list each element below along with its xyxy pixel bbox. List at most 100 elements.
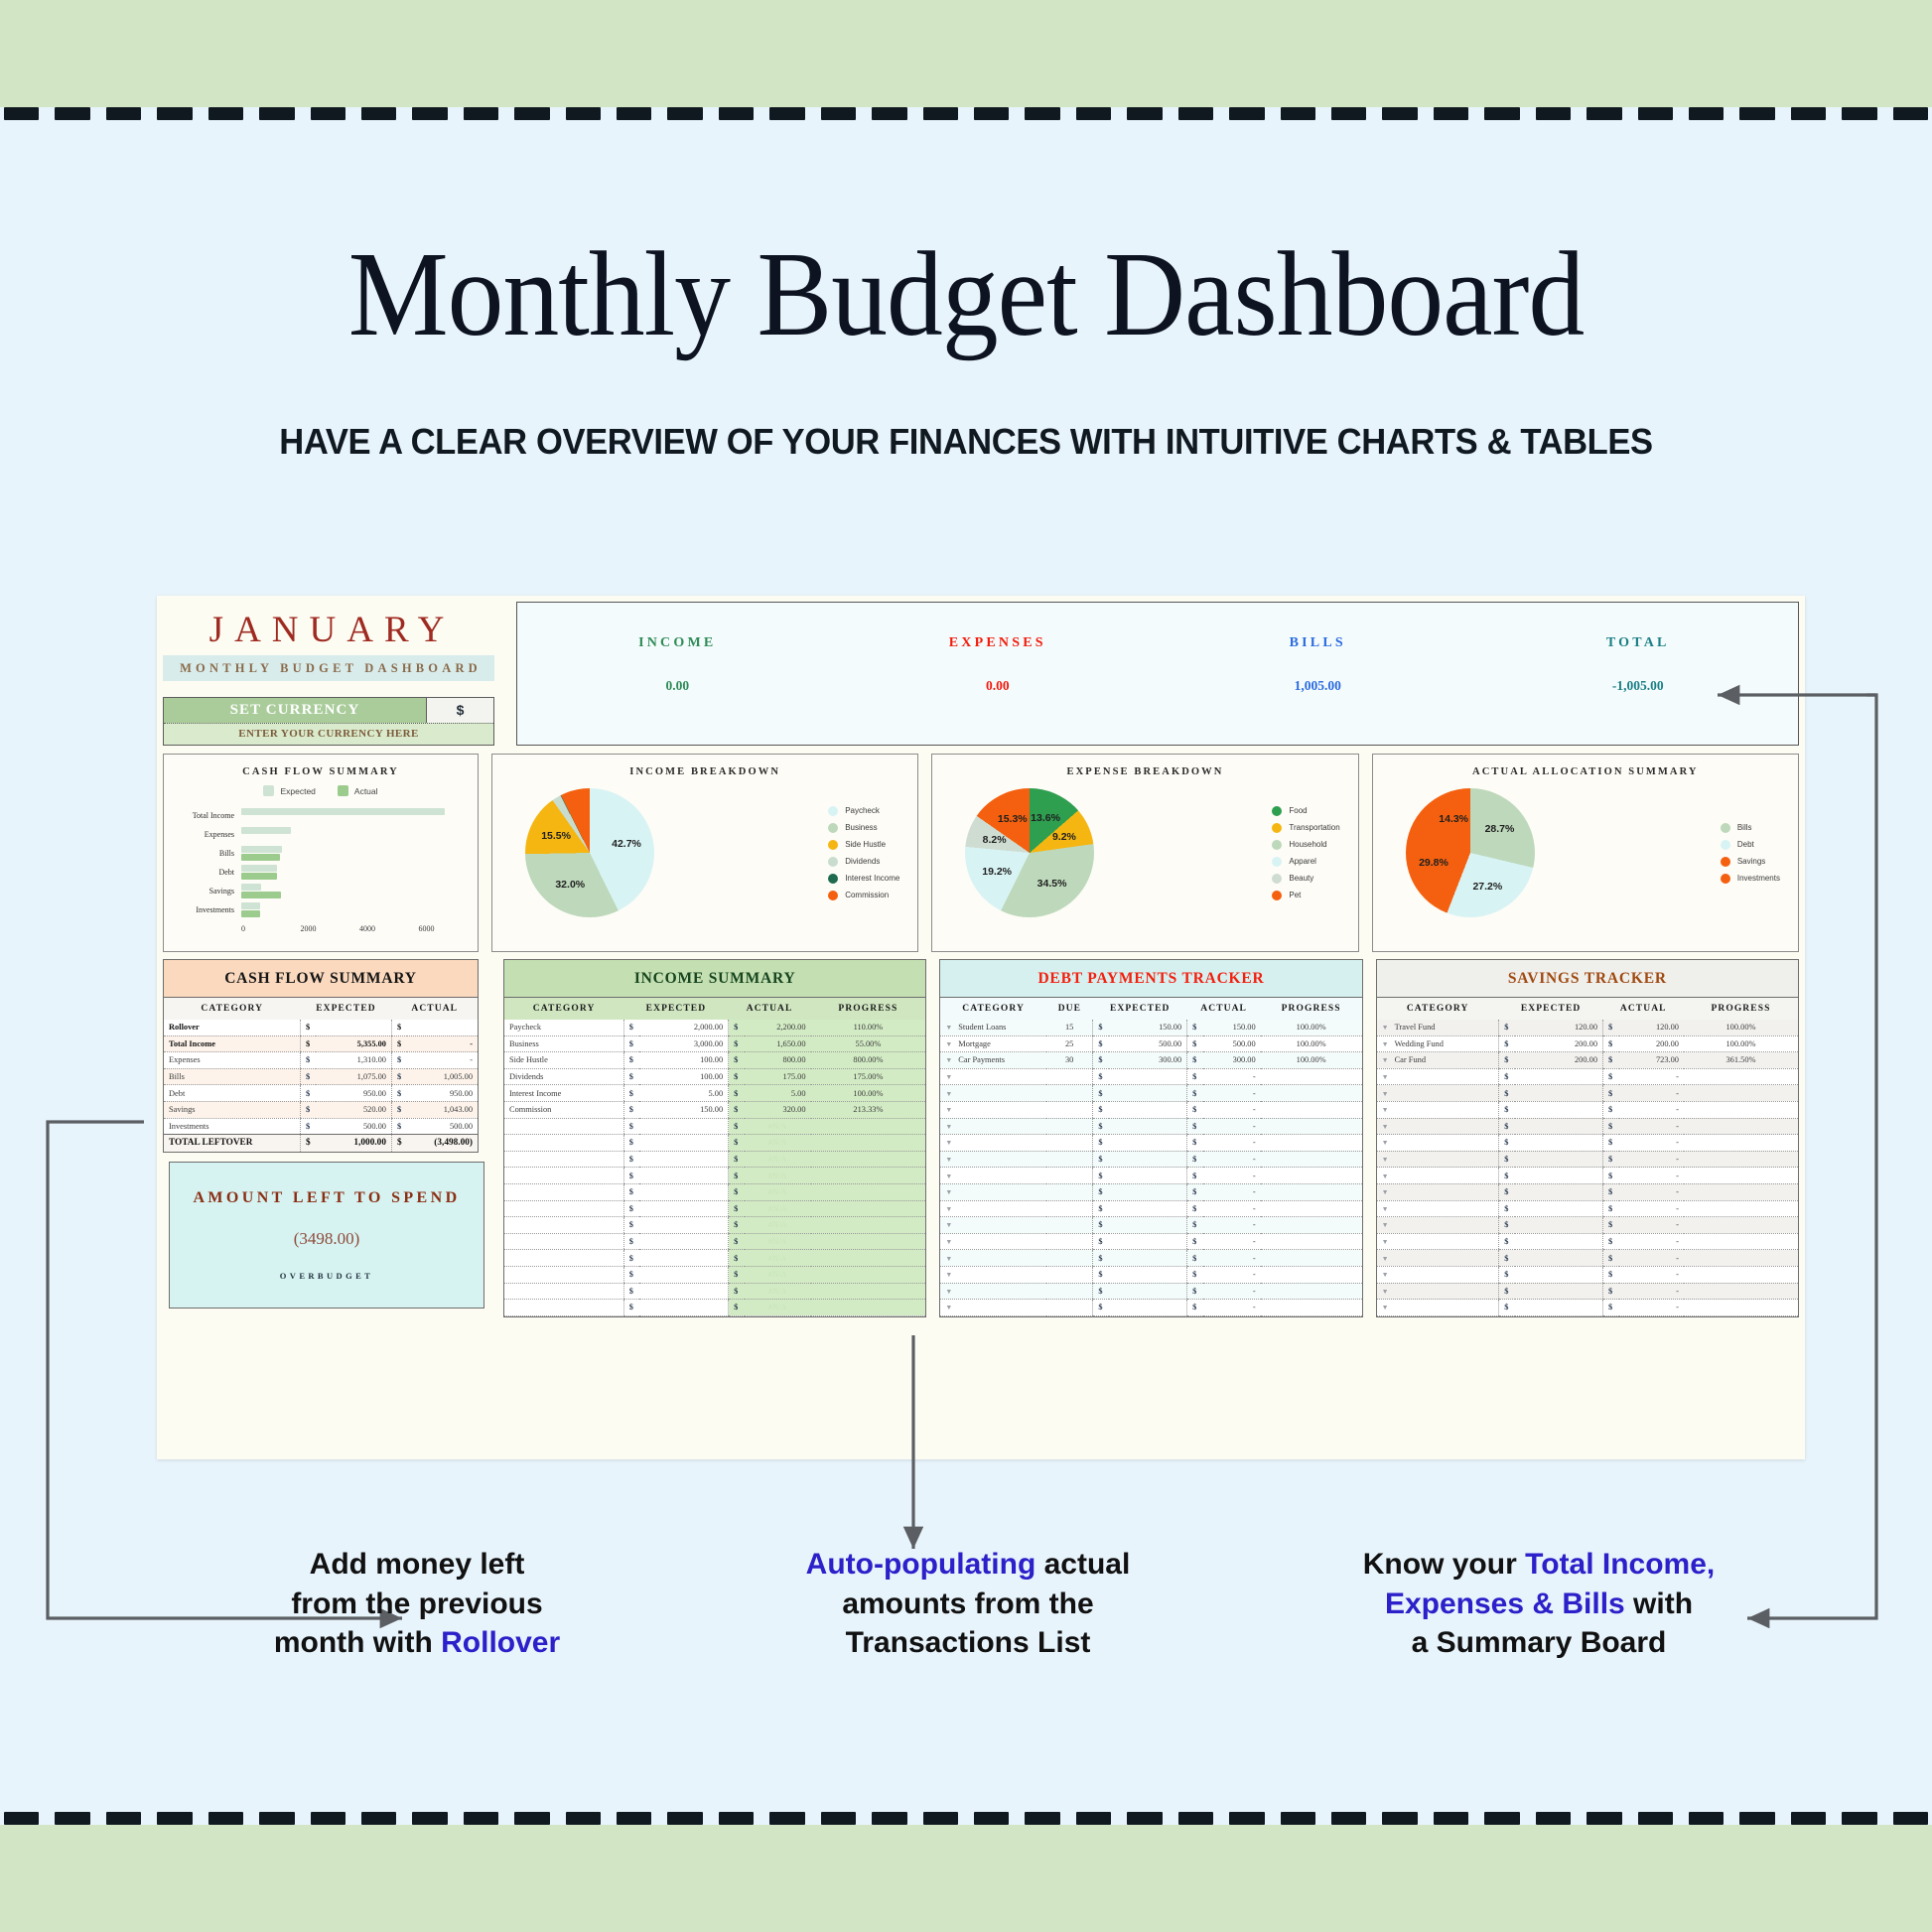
- table-cell: [1683, 1249, 1798, 1267]
- table-cell: $: [728, 1233, 745, 1251]
- income-breakdown-pie: 42.7% 32.0% 15.5%: [516, 779, 663, 926]
- table-row-empty: ▼ $ $ -: [1376, 1283, 1798, 1301]
- cash-flow-table-header: CATEGORY EXPECTED ACTUAL: [164, 998, 478, 1020]
- chevron-down-icon[interactable]: ▼: [1381, 1287, 1389, 1296]
- chevron-down-icon[interactable]: ▼: [1381, 1204, 1389, 1213]
- chevron-down-icon[interactable]: ▼: [945, 1056, 953, 1065]
- table-cell: #N/A: [744, 1118, 811, 1136]
- chevron-down-icon[interactable]: ▼: [945, 1188, 953, 1197]
- table-cell: 100.00: [639, 1068, 729, 1086]
- table-cell: [1108, 1084, 1187, 1102]
- chevron-down-icon[interactable]: ▼: [1381, 1089, 1389, 1098]
- column-header: EXPECTED: [316, 1004, 376, 1014]
- chevron-down-icon[interactable]: ▼: [1381, 1254, 1389, 1263]
- chevron-down-icon[interactable]: ▼: [1381, 1039, 1389, 1048]
- table-cell: #N/A: [744, 1167, 811, 1184]
- chevron-down-icon[interactable]: ▼: [1381, 1271, 1389, 1280]
- table-cell: $: [1498, 1020, 1515, 1036]
- table-row: Debt $950.00 $950.00: [164, 1084, 478, 1102]
- bar-actual: [241, 854, 280, 861]
- actual-allocation-title: ACTUAL ALLOCATION SUMMARY: [1472, 766, 1699, 777]
- chevron-down-icon[interactable]: ▼: [1381, 1304, 1389, 1312]
- table-cell: [1683, 1084, 1798, 1102]
- bar-category-label: Bills: [218, 849, 234, 858]
- table-cell: $: [728, 1283, 745, 1301]
- table-cell: $: [1092, 1167, 1109, 1184]
- chevron-down-icon[interactable]: ▼: [945, 1271, 953, 1280]
- table-cell: -: [1618, 1084, 1684, 1102]
- chevron-down-icon[interactable]: ▼: [945, 1304, 953, 1312]
- table-row-empty: $ $ #N/A: [504, 1216, 926, 1234]
- table-cell: [1514, 1167, 1603, 1184]
- table-cell: $: [728, 1068, 745, 1086]
- table-cell: [1045, 1134, 1093, 1152]
- chevron-down-icon[interactable]: ▼: [1381, 1073, 1389, 1082]
- table-cell: $: [1092, 1216, 1109, 1234]
- chevron-down-icon[interactable]: ▼: [945, 1204, 953, 1213]
- table-cell: [639, 1134, 729, 1152]
- table-cell: [1108, 1101, 1187, 1119]
- chevron-down-icon[interactable]: ▼: [945, 1024, 953, 1033]
- legend-label: Dividends: [845, 857, 881, 866]
- table-cell: $: [1602, 1101, 1619, 1119]
- chevron-down-icon[interactable]: ▼: [945, 1238, 953, 1247]
- chevron-down-icon[interactable]: ▼: [945, 1122, 953, 1131]
- legend-label: Commission: [845, 891, 890, 899]
- chevron-down-icon[interactable]: ▼: [1381, 1156, 1389, 1165]
- chevron-down-icon[interactable]: ▼: [1381, 1172, 1389, 1180]
- table-cell: $: [622, 1233, 640, 1251]
- chevron-down-icon[interactable]: ▼: [945, 1039, 953, 1048]
- chevron-down-icon[interactable]: ▼: [945, 1172, 953, 1180]
- table-cell: $: [1186, 1249, 1203, 1267]
- month-subtitle: MONTHLY BUDGET DASHBOARD: [163, 655, 494, 681]
- table-cell: $: [390, 1134, 408, 1152]
- income-table: CATEGORY EXPECTED ACTUAL PROGRESS Paycheck $…: [504, 998, 926, 1316]
- summary-cell-total: TOTAL -1,005.00: [1478, 635, 1799, 694]
- table-cell: $: [299, 1051, 317, 1069]
- table-cell: ▼ Student Loans: [940, 1020, 1046, 1036]
- chevron-down-icon[interactable]: ▼: [1381, 1188, 1389, 1197]
- bar-actual: [241, 873, 278, 880]
- chevron-down-icon[interactable]: ▼: [945, 1106, 953, 1115]
- table-cell: [504, 1151, 624, 1169]
- table-cell: [1683, 1167, 1798, 1184]
- table-cell: $: [728, 1101, 745, 1119]
- legend-label: Beauty: [1289, 874, 1314, 883]
- chevron-down-icon[interactable]: ▼: [1381, 1122, 1389, 1131]
- table-cell: 1,075.00: [316, 1068, 392, 1086]
- amount-left-value: (3498.00): [293, 1228, 360, 1248]
- table-cell: $: [728, 1200, 745, 1218]
- summary-value: 0.00: [985, 678, 1010, 693]
- chevron-down-icon[interactable]: ▼: [1381, 1221, 1389, 1230]
- actual-allocation-pie: 28.7% 27.2% 29.8% 14.3%: [1397, 779, 1544, 926]
- chevron-down-icon[interactable]: ▼: [945, 1156, 953, 1165]
- chevron-down-icon[interactable]: ▼: [945, 1073, 953, 1082]
- chevron-down-icon[interactable]: ▼: [1381, 1056, 1389, 1065]
- bar-track: [241, 882, 470, 900]
- chevron-down-icon[interactable]: ▼: [945, 1139, 953, 1148]
- table-cell: [1514, 1101, 1603, 1119]
- chevron-down-icon[interactable]: ▼: [1381, 1238, 1389, 1247]
- table-cell: 100.00%: [1683, 1035, 1798, 1053]
- chevron-down-icon[interactable]: ▼: [945, 1089, 953, 1098]
- table-cell: [1514, 1216, 1603, 1234]
- savings-table-header: CATEGORY EXPECTED ACTUAL PROGRESS: [1376, 998, 1798, 1020]
- table-row-empty: ▼ $ $ -: [940, 1101, 1362, 1119]
- chevron-down-icon[interactable]: ▼: [1381, 1024, 1389, 1033]
- cash-flow-table-body: Rollover $ $ Total Income $5,355.00 $ - Expense…: [164, 1020, 478, 1152]
- chevron-down-icon[interactable]: ▼: [1381, 1106, 1389, 1115]
- table-cell: $: [1498, 1151, 1515, 1169]
- legend-item: Apparel: [1272, 853, 1339, 870]
- currency-setter[interactable]: SET CURRENCY $ ENTER YOUR CURRENCY HERE: [163, 697, 494, 746]
- currency-input[interactable]: $: [426, 698, 493, 723]
- chevron-down-icon[interactable]: ▼: [945, 1287, 953, 1296]
- table-cell: $: [1602, 1216, 1619, 1234]
- chevron-down-icon[interactable]: ▼: [1381, 1139, 1389, 1148]
- table-row: Paycheck $2,000.00 $2,200.00 110.00%: [504, 1020, 926, 1036]
- chevron-down-icon[interactable]: ▼: [945, 1254, 953, 1263]
- chevron-down-icon[interactable]: ▼: [945, 1221, 953, 1230]
- table-cell: 200.00: [1514, 1035, 1603, 1053]
- table-cell: [1045, 1299, 1093, 1316]
- table-cell: [639, 1283, 729, 1301]
- cash-flow-table: CATEGORY EXPECTED ACTUAL Rollover $ $ Total I…: [164, 998, 478, 1152]
